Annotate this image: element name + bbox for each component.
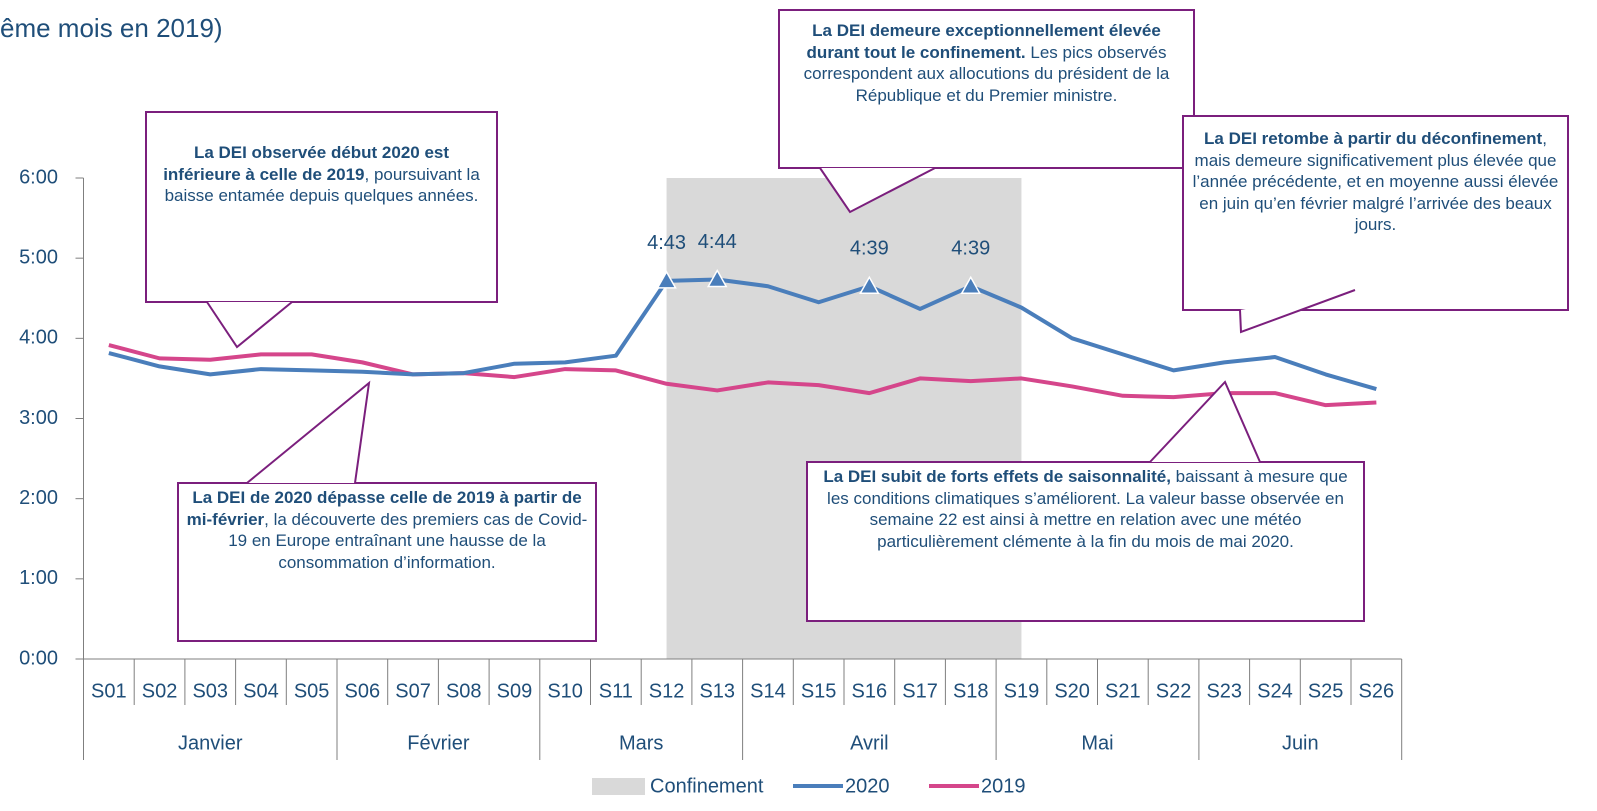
legend-label: 2020 (845, 775, 890, 797)
x-tick-label: S21 (1105, 680, 1141, 702)
y-tick-label: 2:00 (19, 487, 58, 509)
y-tick-label: 1:00 (19, 567, 58, 589)
point-marker (706, 269, 728, 288)
x-tick-label: S16 (852, 680, 888, 702)
x-tick-label: S13 (699, 680, 735, 702)
x-tick-label: S10 (547, 680, 583, 702)
x-tick-label: S19 (1004, 680, 1040, 702)
callout-text: La DEI de 2020 dépasse celle de 2019 à p… (186, 487, 588, 573)
x-tick-label: S14 (750, 680, 786, 702)
callout-box (778, 9, 1195, 169)
month-label: Janvier (178, 732, 243, 754)
x-tick-label: S25 (1308, 680, 1344, 702)
callout-box (1182, 115, 1569, 311)
callout-text: La DEI subit de forts effets de saisonna… (815, 466, 1356, 552)
callout-bold: La DEI de 2020 dépasse celle de 2019 à p… (186, 488, 582, 529)
x-tick-label: S04 (243, 680, 279, 702)
callout-pointer-fill (207, 302, 292, 347)
callout-pointer-fill (820, 168, 935, 212)
callout-box (145, 111, 498, 303)
y-tick-label: 5:00 (19, 246, 58, 268)
callout-box (806, 461, 1365, 622)
chart-title: ême mois en 2019) (0, 13, 223, 43)
callout-normal: Les pics observés correspondent aux allo… (803, 42, 1170, 105)
y-tick-label: 3:00 (19, 407, 58, 429)
point-marker (960, 275, 982, 294)
x-tick-label: S15 (801, 680, 837, 702)
point-marker (656, 270, 677, 289)
month-label: Avril (850, 732, 889, 754)
callout-bold: La DEI observée début 2020 est inférieur… (163, 143, 450, 184)
month-label: Mai (1081, 732, 1113, 754)
x-tick-label: S05 (294, 680, 330, 702)
series-line (108, 277, 1377, 392)
legend-label: Confinement (650, 775, 764, 797)
callout-pointer (1149, 380, 1261, 463)
x-tick-label: S23 (1206, 680, 1242, 702)
x-tick-label: S24 (1257, 680, 1293, 702)
data-label: 4:39 (951, 238, 990, 260)
month-label: Février (407, 732, 470, 754)
x-tick-label: S18 (953, 680, 989, 702)
callout-box (177, 482, 597, 642)
x-tick-label: S03 (192, 680, 228, 702)
x-tick-label: S20 (1054, 680, 1090, 702)
callout-pointer (1239, 289, 1356, 334)
callout-text: La DEI observée début 2020 est inférieur… (154, 142, 489, 207)
x-tick-label: S07 (395, 680, 431, 702)
month-label: Juin (1282, 732, 1319, 754)
callout-normal: , la découverte des premiers cas de Covi… (228, 509, 588, 572)
callout-pointer (819, 167, 936, 214)
x-tick-label: S12 (649, 680, 685, 702)
legend-label: 2019 (981, 775, 1026, 797)
callout-pointer (246, 380, 371, 484)
callout-text: La DEI demeure exceptionnellement élevée… (787, 20, 1186, 106)
y-tick-label: 4:00 (19, 327, 58, 349)
x-tick-label: S06 (345, 680, 381, 702)
callout-pointer-fill (1150, 382, 1260, 462)
callout-bold: La DEI retombe à partir du déconfinement (1204, 129, 1543, 148)
callout-pointer (206, 301, 293, 349)
x-tick-label: S17 (902, 680, 938, 702)
callout-text: La DEI retombe à partir du déconfinement… (1191, 128, 1560, 236)
data-label: 4:44 (698, 231, 737, 253)
y-tick-label: 0:00 (19, 647, 58, 669)
legend-swatch (592, 778, 645, 795)
x-tick-label: S02 (142, 680, 178, 702)
data-label: 4:39 (850, 238, 889, 260)
month-label: Mars (619, 732, 663, 754)
callout-bold: La DEI subit de forts effets de saisonna… (823, 467, 1171, 486)
y-tick-label: 6:00 (19, 166, 58, 188)
callout-normal: , poursuivant la baisse entamée depuis q… (164, 164, 480, 206)
x-tick-label: S11 (599, 680, 633, 702)
point-marker (859, 275, 880, 294)
callout-normal: , mais demeure significativement plus él… (1192, 129, 1559, 234)
x-tick-label: S09 (497, 680, 533, 702)
x-tick-label: S26 (1359, 680, 1395, 702)
series-line (108, 343, 1377, 408)
data-label: 4:43 (647, 232, 686, 254)
x-tick-label: S22 (1156, 680, 1192, 702)
callout-bold: La DEI demeure exceptionnellement élevée… (806, 21, 1161, 62)
x-tick-label: S01 (91, 680, 127, 702)
x-tick-label: S08 (446, 680, 482, 702)
callout-normal: baissant à mesure que les conditions cli… (827, 467, 1348, 551)
